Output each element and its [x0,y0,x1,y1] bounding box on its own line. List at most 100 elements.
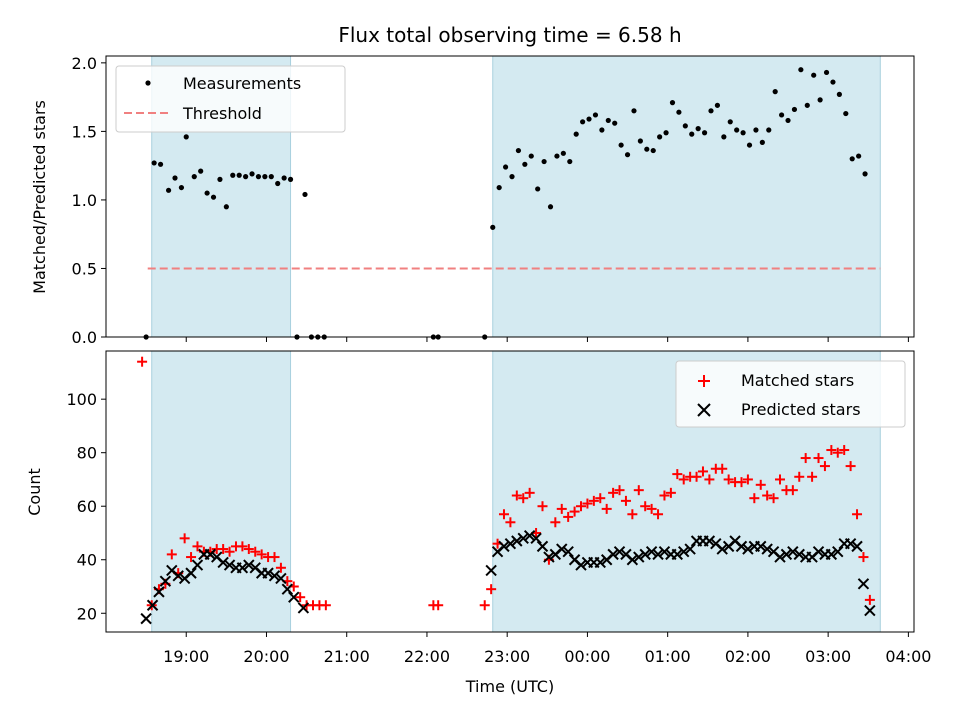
predicted-point [236,562,249,574]
bottom-y-tick-label: 20 [77,604,97,623]
predicted-point-b [562,546,574,558]
predicted-point [633,551,645,563]
bottom-axes-frame [105,350,915,633]
predicted-point [851,540,863,553]
matched-point [550,517,561,528]
predicted-point-b [297,602,310,614]
measurement-point [490,224,496,230]
predicted-point-b [185,567,197,579]
legend-matched-marker [698,375,710,387]
matched-point [556,503,567,514]
legend-predicted-label: Predicted stars [741,400,861,419]
measurement-point [772,89,778,95]
measurement-point [669,100,676,106]
predicted-point-b [864,604,876,617]
predicted-point [575,559,587,571]
measurement-point [210,194,217,200]
predicted-point-b [613,546,626,558]
measurement-point [701,130,708,136]
measurement-point [753,127,759,133]
matched-point [697,466,708,477]
predicted-point-b [153,586,165,598]
predicted-point-b [262,567,274,579]
predicted-point-b [678,546,690,558]
top-series-0 [143,67,868,340]
predicted-point [172,570,184,582]
matched-point [524,487,535,498]
predicted-point [594,556,606,569]
measurement-point [191,174,197,180]
measurement-point [631,108,637,114]
top-legend-frame [115,65,346,133]
matched-point [237,541,248,552]
predicted-point [832,546,844,558]
bottom-y-tick-label: 40 [77,551,97,570]
predicted-point-b [645,546,658,558]
predicted-point [703,535,716,547]
matched-point [640,501,651,512]
predicted-point [153,586,165,598]
matched-point [166,549,177,560]
predicted-point-b [639,548,651,561]
matched-point [742,474,753,485]
measurement-point [502,164,509,170]
measurement-point [223,204,229,210]
measurement-point [779,112,785,118]
measurement-point [573,131,579,137]
predicted-point-b [851,540,863,553]
predicted-point-b [159,575,172,587]
measurement-point [243,174,249,180]
matched-point [717,463,728,474]
predicted-point-b [530,532,542,545]
predicted-point-b [857,578,870,590]
measurement-point [204,190,210,196]
matched-point [582,498,593,509]
measurement-point [689,131,695,137]
predicted-point [793,548,805,561]
measurement-point [599,127,605,133]
predicted-point-b [568,554,581,566]
measurement-point [262,174,268,180]
predicted-point-b [281,583,294,595]
matched-point [627,509,638,520]
predicted-point [140,612,152,625]
measurement-point [522,161,528,167]
predicted-point-b [767,546,780,558]
x-tick-label: 01:00 [645,647,691,666]
predicted-point-b [652,548,664,561]
measurement-point [817,97,823,103]
measurement-point [657,134,663,140]
matched-point [794,471,805,482]
predicted-point [626,554,639,566]
predicted-point-b [735,540,748,553]
predicted-point-b [249,562,261,574]
measurement-point [560,150,566,156]
measurement-point [727,119,733,125]
predicted-point [146,599,159,611]
bottom-legend-frame [675,360,906,428]
predicted-point [812,546,825,558]
measurement-point [663,130,669,136]
predicted-point-b [275,572,287,585]
measurement-point [734,127,740,133]
measurement-point [592,112,599,118]
predicted-point [671,548,684,561]
measurement-point [644,146,650,152]
predicted-point [864,604,876,617]
matched-point [653,509,664,520]
top-axes-frame [105,55,915,338]
measurement-point [255,174,262,180]
predicted-point-b [812,546,825,558]
matched-point [320,600,331,611]
measurement-point [695,126,701,132]
measurement-point [605,117,611,124]
predicted-point-b [658,546,671,558]
matched-point [787,485,798,496]
matched-point [250,546,261,557]
predicted-point [787,546,799,558]
predicted-point [562,546,574,558]
top-y-tick-label: 2.0 [72,54,97,73]
measurement-point [151,160,157,166]
matched-point [243,544,254,555]
matched-point [588,495,599,506]
